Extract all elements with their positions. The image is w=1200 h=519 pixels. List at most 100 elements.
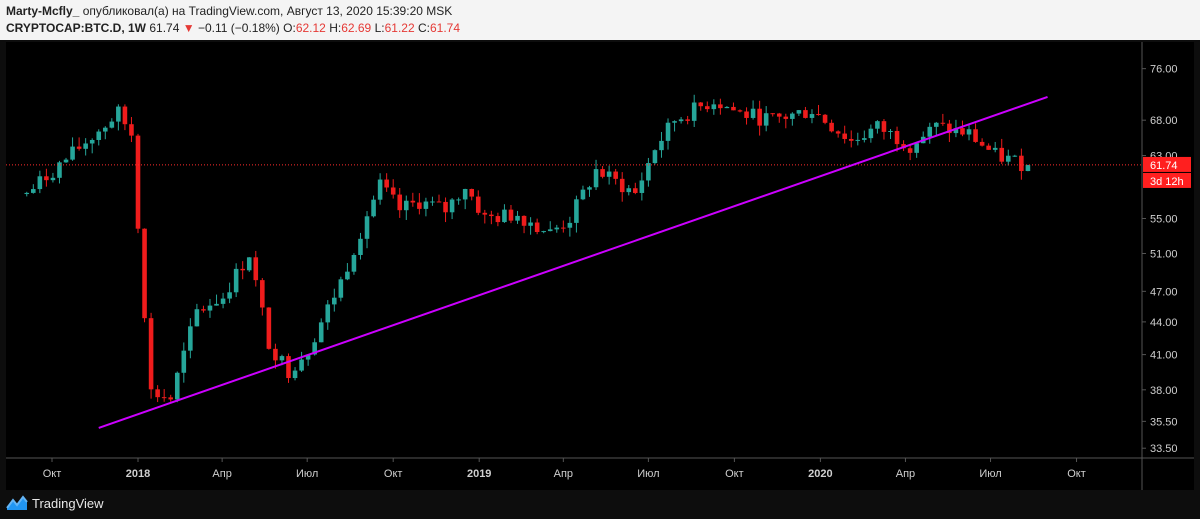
time-tick-label: Апр [896, 468, 915, 480]
candle-body [227, 292, 232, 299]
candle-body [161, 397, 167, 399]
candle-body [809, 114, 815, 118]
candle-body [443, 201, 448, 213]
candle-body [907, 148, 913, 153]
candle-body [253, 257, 259, 281]
candle-body [305, 354, 311, 360]
candle-body [462, 188, 468, 200]
time-tick-label: Апр [212, 468, 231, 480]
candle-body [934, 122, 939, 127]
candle-body [318, 322, 324, 343]
candle-body [541, 231, 546, 233]
candle-body [201, 309, 206, 311]
candle-body [724, 106, 730, 109]
candle-body [89, 139, 95, 144]
candle-body [31, 189, 36, 193]
candle-body [973, 129, 978, 142]
tradingview-logo-icon [6, 495, 28, 510]
candle-body [678, 119, 684, 122]
time-tick-label: Апр [554, 468, 573, 480]
candle-body [606, 171, 612, 177]
publish-line: Marty-Mcfly_ опубликовал(а) на TradingVi… [6, 4, 452, 18]
candlestick-chart[interactable]: 76.0068.0063.0055.0051.0047.0044.0041.00… [6, 42, 1194, 490]
candle-body [142, 228, 147, 319]
candle-body [744, 111, 749, 118]
published-text: опубликовал(а) на TradingView.com, Авгус… [82, 4, 453, 18]
candle-body [960, 128, 965, 135]
trendline[interactable] [98, 95, 1048, 429]
candle-body [842, 133, 847, 139]
tradingview-logo[interactable]: TradingView [6, 494, 104, 512]
low-value: 61.22 [384, 21, 415, 35]
tradingview-logo-text: TradingView [32, 495, 104, 511]
candle-body [260, 280, 265, 308]
candle-body [855, 139, 861, 141]
symbol-name[interactable]: CRYPTOCAP:BTC.D, 1W [6, 21, 147, 35]
candle-body [57, 162, 62, 178]
candle-body [816, 114, 821, 116]
candle-body [207, 305, 213, 311]
candle-body [574, 199, 579, 223]
price-change: −0.11 (−0.18%) [197, 21, 280, 35]
footer: TradingView [0, 490, 1200, 519]
candle-body [685, 119, 690, 121]
author-name[interactable]: Marty-Mcfly_ [6, 4, 80, 18]
high-value: 62.69 [341, 21, 372, 35]
candle-body [1019, 155, 1024, 172]
chart-header: Marty-Mcfly_ опубликовал(а) на TradingVi… [0, 0, 1200, 40]
candle-body [790, 113, 795, 119]
candle-body [554, 227, 560, 230]
candle-body [704, 106, 710, 110]
candle-body [430, 201, 435, 203]
chart-background [6, 42, 1194, 490]
price-tick-label: 76.00 [1150, 64, 1178, 76]
candle-body [194, 309, 200, 327]
price-tick-label: 47.00 [1150, 286, 1178, 298]
price-tick-label: 44.00 [1150, 317, 1178, 329]
candle-body [757, 108, 762, 126]
candle-body [24, 192, 30, 195]
candle-body [515, 215, 520, 221]
candle-body [927, 126, 933, 137]
candle-body [279, 356, 285, 361]
time-axis[interactable]: Окт 2018 Апр Июл Окт 2019 Апр Июл Окт 2020 Апр Июл О… [43, 458, 1086, 480]
time-tick-label: Окт [43, 468, 62, 480]
candle-body [122, 106, 128, 125]
candle-body [888, 130, 893, 132]
candle-body [449, 199, 455, 213]
candle-body [835, 131, 841, 134]
candle-body [600, 169, 605, 177]
candle-body [397, 194, 403, 211]
candle-body [646, 163, 651, 181]
countdown-badge-bg [1143, 172, 1191, 188]
candle-body [273, 348, 278, 361]
candle-body [639, 180, 645, 193]
candles-layer [24, 94, 1031, 403]
candle-body [403, 200, 409, 211]
candle-body [691, 102, 697, 121]
candle-body [358, 238, 363, 255]
candle-body [469, 188, 475, 197]
candle-body [822, 114, 828, 123]
close-label: C: [417, 21, 430, 35]
candle-body [390, 187, 396, 195]
candle-body [521, 215, 527, 226]
time-tick-label: Окт [1067, 468, 1086, 480]
open-value: 62.12 [295, 21, 326, 35]
candle-body [999, 147, 1005, 162]
candle-body [50, 177, 56, 181]
candle-body [875, 121, 880, 129]
last-price-badge-bg [1143, 156, 1191, 172]
candle-body [803, 110, 808, 118]
candle-body [848, 138, 854, 141]
candle-body [947, 123, 952, 134]
chart-area[interactable]: 76.00 68.00 63.00 55.00 51.00 47.00 44.00 41.00… [6, 42, 1194, 490]
candle-body [986, 145, 991, 150]
candle-body [940, 122, 946, 124]
candle-body [829, 122, 834, 132]
candle-body [76, 146, 82, 149]
candle-body [587, 187, 592, 190]
candle-body [508, 209, 514, 221]
price-tick-label: 68.00 [1150, 115, 1178, 127]
candle-body [129, 124, 134, 136]
